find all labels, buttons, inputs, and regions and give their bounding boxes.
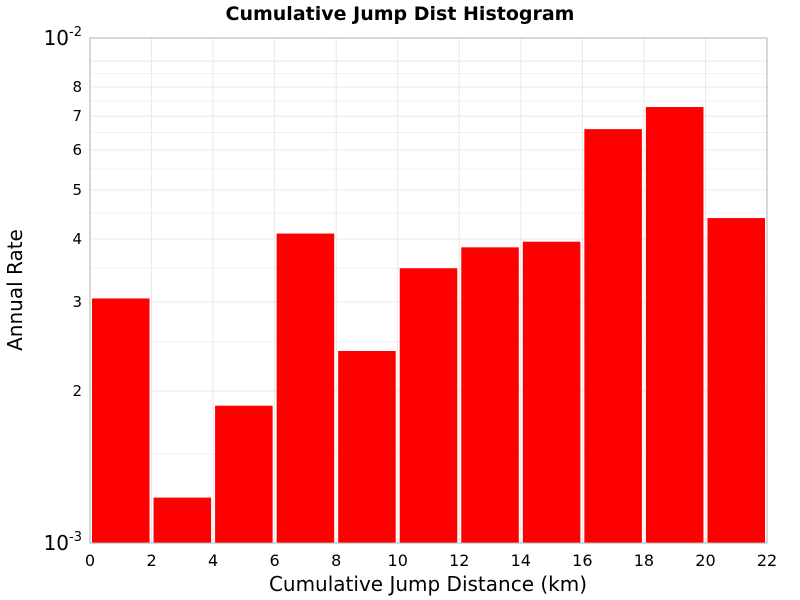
x-tick-label: 6 [270, 551, 280, 570]
y-tick-label: 3 [72, 293, 82, 311]
plot-frame [89, 37, 768, 544]
x-tick-label: 0 [85, 551, 95, 570]
x-tick-label: 8 [331, 551, 341, 570]
x-axis-ticks: 0 2 4 6 8 10 12 14 16 18 20 22 [85, 551, 777, 570]
y-tick-label: 2 [72, 382, 82, 400]
x-tick-label: 22 [757, 551, 777, 570]
histogram-bar [584, 129, 642, 543]
y-tick-label: 4 [72, 230, 82, 248]
histogram-bar [399, 268, 458, 543]
histogram-bar [338, 350, 396, 543]
x-tick-label: 4 [208, 551, 218, 570]
x-tick-label: 12 [449, 551, 469, 570]
histogram-bar [522, 241, 581, 544]
y-major-tick-label: 10-2 [44, 25, 82, 50]
histogram-bar [92, 298, 150, 543]
x-tick-label: 14 [511, 551, 531, 570]
y-major-tick-label: 10-3 [44, 530, 82, 555]
bars [92, 107, 765, 544]
x-tick-label: 10 [388, 551, 408, 570]
x-tick-label: 18 [634, 551, 654, 570]
histogram-bar [461, 247, 519, 543]
y-tick-label: 7 [72, 107, 82, 125]
x-axis-label: Cumulative Jump Distance (km) [269, 572, 587, 596]
y-tick-label: 8 [72, 78, 82, 96]
histogram-bar [707, 218, 765, 543]
histogram-bar [153, 497, 212, 543]
histogram-bar [276, 233, 335, 543]
histogram-bar [215, 405, 273, 543]
x-tick-label: 2 [146, 551, 156, 570]
x-tick-label: 20 [695, 551, 715, 570]
chart-title: Cumulative Jump Dist Histogram [226, 3, 575, 25]
x-tick-label: 16 [572, 551, 592, 570]
y-tick-label: 6 [72, 141, 82, 159]
y-tick-label: 5 [72, 181, 82, 199]
histogram-bar [645, 107, 704, 543]
y-axis-label: Annual Rate [3, 229, 27, 351]
y-axis-ticks: 2 3 4 5 6 7 8 10-3 10-2 [44, 25, 82, 555]
